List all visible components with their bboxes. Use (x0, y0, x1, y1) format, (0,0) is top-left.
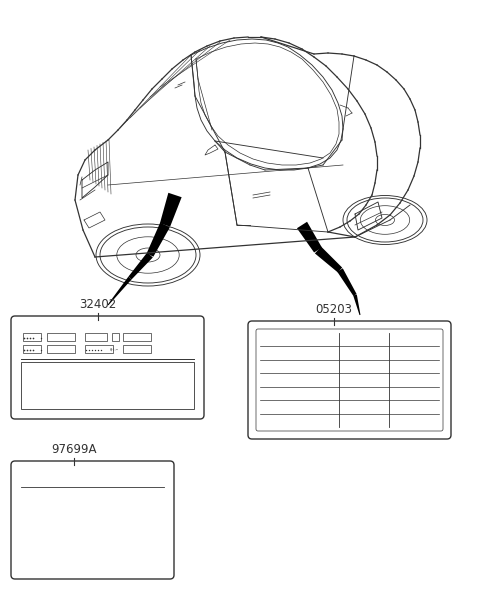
Text: 97699A: 97699A (51, 443, 96, 456)
Polygon shape (337, 269, 357, 296)
Polygon shape (128, 253, 153, 279)
Bar (85, 345, 113, 353)
Bar (123, 333, 151, 341)
Polygon shape (353, 294, 360, 315)
Text: 05203: 05203 (315, 303, 352, 316)
Bar (23, 333, 41, 341)
Text: (†):•: (†):• (110, 348, 119, 352)
Polygon shape (315, 247, 342, 272)
Bar (85, 333, 107, 341)
Polygon shape (147, 223, 170, 257)
Bar (47, 333, 75, 341)
Polygon shape (297, 222, 322, 253)
Text: 32402: 32402 (80, 298, 117, 311)
Bar (112, 333, 119, 341)
Polygon shape (108, 277, 132, 305)
Bar (23, 345, 41, 353)
Bar (123, 345, 151, 353)
Bar (21, 362, 194, 409)
Polygon shape (160, 193, 181, 227)
Bar (47, 345, 75, 353)
